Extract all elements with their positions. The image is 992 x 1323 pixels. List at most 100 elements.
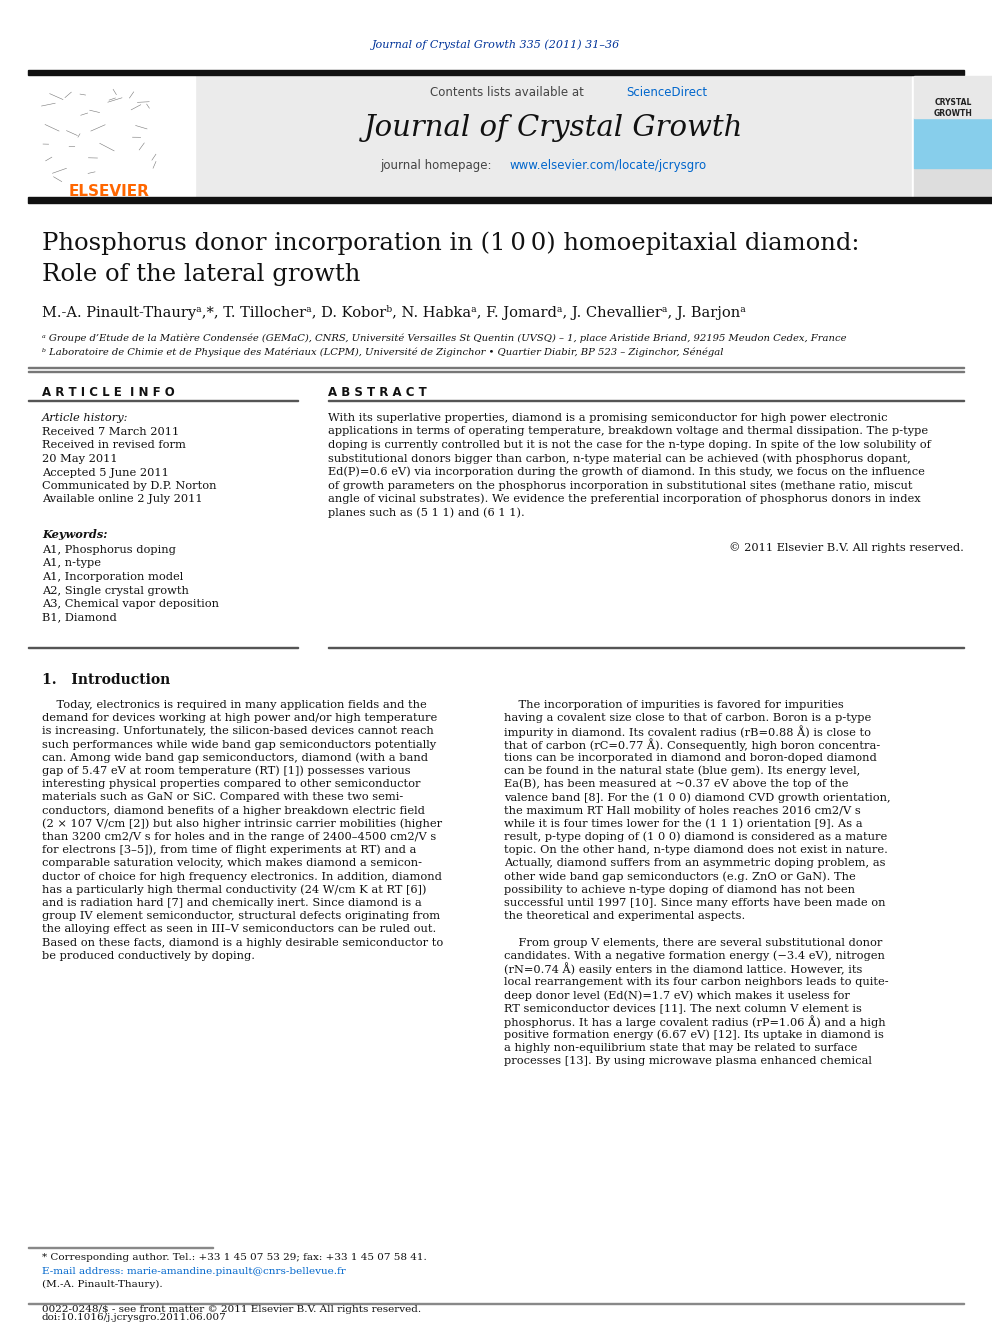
Text: gap of 5.47 eV at room temperature (RT) [1]) possesses various: gap of 5.47 eV at room temperature (RT) …: [42, 766, 411, 777]
Text: Ed(P)=0.6 eV) via incorporation during the growth of diamond. In this study, we : Ed(P)=0.6 eV) via incorporation during t…: [328, 467, 925, 478]
Text: A1, n-type: A1, n-type: [42, 558, 101, 569]
Text: 0022-0248/$ - see front matter © 2011 Elsevier B.V. All rights reserved.: 0022-0248/$ - see front matter © 2011 El…: [42, 1306, 422, 1315]
Text: From group V elements, there are several substitutional donor: From group V elements, there are several…: [504, 938, 882, 947]
Text: A R T I C L E  I N F O: A R T I C L E I N F O: [42, 385, 175, 398]
Text: A2, Single crystal growth: A2, Single crystal growth: [42, 586, 188, 595]
Text: planes such as (5 1 1) and (6 1 1).: planes such as (5 1 1) and (6 1 1).: [328, 507, 525, 517]
Text: Based on these facts, diamond is a highly desirable semiconductor to: Based on these facts, diamond is a highl…: [42, 938, 443, 947]
Text: A1, Incorporation model: A1, Incorporation model: [42, 572, 184, 582]
Text: A1, Phosphorus doping: A1, Phosphorus doping: [42, 545, 176, 556]
Text: is increasing. Unfortunately, the silicon-based devices cannot reach: is increasing. Unfortunately, the silico…: [42, 726, 434, 737]
Bar: [28, 366, 964, 368]
Text: Communicated by D.P. Norton: Communicated by D.P. Norton: [42, 482, 216, 491]
Bar: [28, 647, 298, 648]
Text: the alloying effect as seen in III–V semiconductors can be ruled out.: the alloying effect as seen in III–V sem…: [42, 925, 436, 934]
Text: than 3200 cm2/V s for holes and in the range of 2400–4500 cm2/V s: than 3200 cm2/V s for holes and in the r…: [42, 832, 436, 841]
Text: Article history:: Article history:: [42, 413, 129, 423]
Text: group IV element semiconductor, structural defects originating from: group IV element semiconductor, structur…: [42, 912, 440, 921]
Text: The incorporation of impurities is favored for impurities: The incorporation of impurities is favor…: [504, 700, 844, 710]
Text: valence band [8]. For the (1 0 0) diamond CVD growth orientation,: valence band [8]. For the (1 0 0) diamon…: [504, 792, 891, 803]
Text: ductor of choice for high frequency electronics. In addition, diamond: ductor of choice for high frequency elec…: [42, 872, 441, 881]
Text: be produced conductively by doping.: be produced conductively by doping.: [42, 951, 255, 960]
Text: applications in terms of operating temperature, breakdown voltage and thermal di: applications in terms of operating tempe…: [328, 426, 929, 437]
Text: E-mail address: marie-amandine.pinault@cnrs-bellevue.fr: E-mail address: marie-amandine.pinault@c…: [42, 1266, 346, 1275]
Text: processes [13]. By using microwave plasma enhanced chemical: processes [13]. By using microwave plasm…: [504, 1056, 872, 1066]
Text: Accepted 5 June 2011: Accepted 5 June 2011: [42, 467, 169, 478]
Bar: [28, 400, 298, 401]
Bar: [28, 70, 964, 75]
Text: angle of vicinal substrates). We evidence the preferential incorporation of phos: angle of vicinal substrates). We evidenc…: [328, 493, 921, 504]
Bar: [28, 370, 964, 372]
Bar: [912, 75, 992, 198]
Text: impurity in diamond. Its covalent radius (rB=0.88 Å) is close to: impurity in diamond. Its covalent radius…: [504, 725, 871, 738]
Text: conductors, diamond benefits of a higher breakdown electric field: conductors, diamond benefits of a higher…: [42, 806, 425, 815]
Text: (rN=0.74 Å) easily enters in the diamond lattice. However, its: (rN=0.74 Å) easily enters in the diamond…: [504, 963, 862, 975]
Text: Journal of Crystal Growth 335 (2011) 31–36: Journal of Crystal Growth 335 (2011) 31–…: [372, 40, 620, 50]
Text: M.-A. Pinault-Thauryᵃ,*, T. Tillocherᵃ, D. Koborᵇ, N. Habkaᵃ, F. Jomardᵃ, J. Che: M.-A. Pinault-Thauryᵃ,*, T. Tillocherᵃ, …: [42, 304, 746, 319]
Bar: [914, 75, 992, 118]
Text: has a particularly high thermal conductivity (24 W/cm K at RT [6]): has a particularly high thermal conducti…: [42, 885, 427, 896]
Text: can be found in the natural state (blue gem). Its energy level,: can be found in the natural state (blue …: [504, 766, 860, 777]
Text: comparable saturation velocity, which makes diamond a semicon-: comparable saturation velocity, which ma…: [42, 859, 422, 868]
Text: Available online 2 July 2011: Available online 2 July 2011: [42, 495, 202, 504]
Bar: [195, 75, 912, 198]
Text: deep donor level (Ed(N)=1.7 eV) which makes it useless for: deep donor level (Ed(N)=1.7 eV) which ma…: [504, 990, 850, 1000]
Text: doi:10.1016/j.jcrysgro.2011.06.007: doi:10.1016/j.jcrysgro.2011.06.007: [42, 1314, 227, 1323]
Text: a highly non-equilibrium state that may be related to surface: a highly non-equilibrium state that may …: [504, 1044, 857, 1053]
Text: of growth parameters on the phosphorus incorporation in substitutional sites (me: of growth parameters on the phosphorus i…: [328, 480, 913, 491]
Text: such performances while wide band gap semiconductors potentially: such performances while wide band gap se…: [42, 740, 436, 750]
Text: successful until 1997 [10]. Since many efforts have been made on: successful until 1997 [10]. Since many e…: [504, 898, 886, 908]
Text: With its superlative properties, diamond is a promising semiconductor for high p: With its superlative properties, diamond…: [328, 413, 888, 423]
Text: Journal of Crystal Growth: Journal of Crystal Growth: [364, 114, 744, 142]
Text: (M.-A. Pinault-Thaury).: (M.-A. Pinault-Thaury).: [42, 1279, 163, 1289]
Text: Received in revised form: Received in revised form: [42, 441, 186, 451]
Text: * Corresponding author. Tel.: +33 1 45 07 53 29; fax: +33 1 45 07 58 41.: * Corresponding author. Tel.: +33 1 45 0…: [42, 1253, 427, 1262]
Text: topic. On the other hand, n-type diamond does not exist in nature.: topic. On the other hand, n-type diamond…: [504, 845, 888, 855]
Text: other wide band gap semiconductors (e.g. ZnO or GaN). The: other wide band gap semiconductors (e.g.…: [504, 872, 856, 882]
Text: ᵃ Groupe d’Etude de la Matière Condensée (GEMaC), CNRS, Université Versailles St: ᵃ Groupe d’Etude de la Matière Condensée…: [42, 333, 846, 343]
Text: result, p-type doping of (1 0 0) diamond is considered as a mature: result, p-type doping of (1 0 0) diamond…: [504, 832, 887, 843]
Bar: [28, 75, 195, 198]
Text: ScienceDirect: ScienceDirect: [626, 86, 707, 99]
Text: Today, electronics is required in many application fields and the: Today, electronics is required in many a…: [42, 700, 427, 710]
Text: doping is currently controlled but it is not the case for the n-type doping. In : doping is currently controlled but it is…: [328, 441, 930, 450]
Text: tions can be incorporated in diamond and boron-doped diamond: tions can be incorporated in diamond and…: [504, 753, 877, 763]
Text: candidates. With a negative formation energy (−3.4 eV), nitrogen: candidates. With a negative formation en…: [504, 950, 885, 960]
Text: having a covalent size close to that of carbon. Boron is a p-type: having a covalent size close to that of …: [504, 713, 871, 724]
Text: can. Among wide band gap semiconductors, diamond (with a band: can. Among wide band gap semiconductors,…: [42, 753, 428, 763]
Text: while it is four times lower for the (1 1 1) orientation [9]. As a: while it is four times lower for the (1 …: [504, 819, 863, 830]
Text: substitutional donors bigger than carbon, n-type material can be achieved (with : substitutional donors bigger than carbon…: [328, 454, 911, 464]
Text: Ea(B), has been measured at ~0.37 eV above the top of the: Ea(B), has been measured at ~0.37 eV abo…: [504, 779, 848, 790]
Text: positive formation energy (6.67 eV) [12]. Its uptake in diamond is: positive formation energy (6.67 eV) [12]…: [504, 1029, 884, 1040]
Text: Role of the lateral growth: Role of the lateral growth: [42, 263, 360, 287]
Text: the maximum RT Hall mobility of holes reaches 2016 cm2/V s: the maximum RT Hall mobility of holes re…: [504, 806, 861, 815]
Text: A3, Chemical vapor deposition: A3, Chemical vapor deposition: [42, 599, 219, 609]
Text: journal homepage:: journal homepage:: [380, 159, 495, 172]
Text: for electrons [3–5]), from time of flight experiments at RT) and a: for electrons [3–5]), from time of fligh…: [42, 845, 417, 856]
Text: and is radiation hard [7] and chemically inert. Since diamond is a: and is radiation hard [7] and chemically…: [42, 898, 422, 908]
Text: (2 × 107 V/cm [2]) but also higher intrinsic carrier mobilities (higher: (2 × 107 V/cm [2]) but also higher intri…: [42, 819, 442, 830]
Text: 20 May 2011: 20 May 2011: [42, 454, 118, 464]
Text: Contents lists available at: Contents lists available at: [430, 86, 587, 99]
Text: that of carbon (rC=0.77 Å). Consequently, high boron concentra-: that of carbon (rC=0.77 Å). Consequently…: [504, 738, 880, 751]
Text: Received 7 March 2011: Received 7 March 2011: [42, 427, 180, 437]
Text: phosphorus. It has a large covalent radius (rP=1.06 Å) and a high: phosphorus. It has a large covalent radi…: [504, 1015, 886, 1028]
Text: © 2011 Elsevier B.V. All rights reserved.: © 2011 Elsevier B.V. All rights reserved…: [729, 542, 964, 553]
Text: ELSEVIER: ELSEVIER: [68, 184, 150, 198]
Text: RT semiconductor devices [11]. The next column V element is: RT semiconductor devices [11]. The next …: [504, 1004, 862, 1013]
Text: local rearrangement with its four carbon neighbors leads to quite-: local rearrangement with its four carbon…: [504, 978, 889, 987]
Bar: [914, 168, 992, 198]
Text: ᵇ Laboratoire de Chimie et de Physique des Matériaux (LCPM), Université de Zigin: ᵇ Laboratoire de Chimie et de Physique d…: [42, 347, 723, 357]
Bar: [914, 118, 992, 168]
Text: CRYSTAL
GROWTH: CRYSTAL GROWTH: [933, 98, 972, 118]
Text: interesting physical properties compared to other semiconductor: interesting physical properties compared…: [42, 779, 421, 790]
Text: A B S T R A C T: A B S T R A C T: [328, 385, 427, 398]
Text: B1, Diamond: B1, Diamond: [42, 613, 117, 623]
Text: the theoretical and experimental aspects.: the theoretical and experimental aspects…: [504, 912, 745, 921]
Text: materials such as GaN or SiC. Compared with these two semi-: materials such as GaN or SiC. Compared w…: [42, 792, 404, 803]
Bar: [328, 400, 964, 401]
Text: Keywords:: Keywords:: [42, 529, 107, 541]
Text: www.elsevier.com/locate/jcrysgro: www.elsevier.com/locate/jcrysgro: [510, 159, 707, 172]
Text: Actually, diamond suffers from an asymmetric doping problem, as: Actually, diamond suffers from an asymme…: [504, 859, 886, 868]
Text: 1.   Introduction: 1. Introduction: [42, 673, 171, 687]
